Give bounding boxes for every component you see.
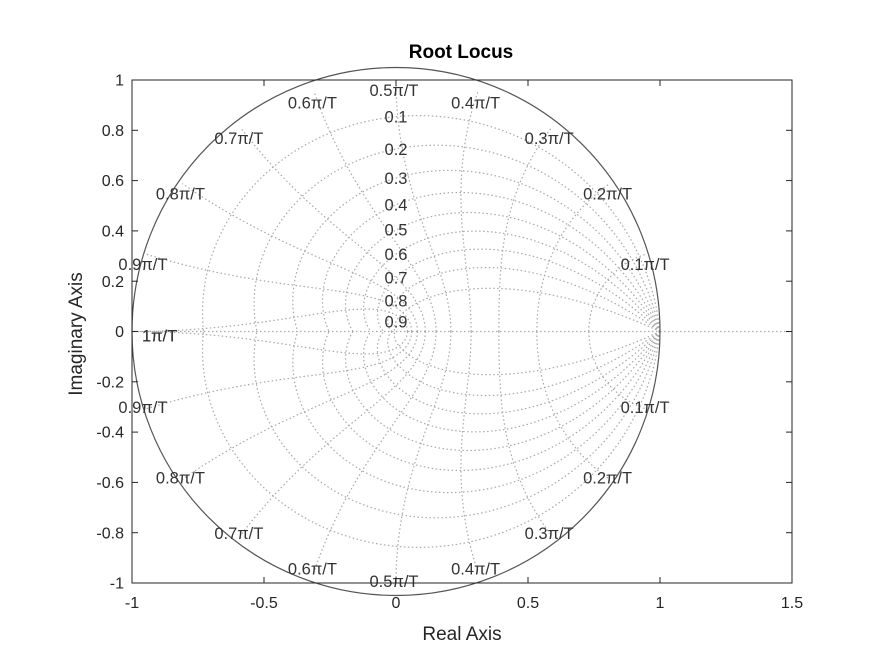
frequency-label: 0.8π/T xyxy=(156,186,205,204)
x-tick-label: -1 xyxy=(125,595,139,612)
frequency-label: 0.9π/T xyxy=(118,256,167,274)
frequency-label: 0.7π/T xyxy=(214,525,263,543)
chart-title: Root Locus xyxy=(409,42,514,63)
frequency-label: 0.3π/T xyxy=(525,130,574,148)
damping-label: 0.3 xyxy=(385,170,408,188)
frequency-label: 0.2π/T xyxy=(583,469,632,487)
damping-curve xyxy=(321,331,661,472)
damping-curve xyxy=(344,211,661,332)
damping-label: 0.2 xyxy=(385,141,408,159)
y-tick-label: -1 xyxy=(110,576,124,593)
frequency-curve xyxy=(240,331,426,536)
frequency-curve xyxy=(460,331,479,571)
damping-curve xyxy=(321,191,661,332)
frequency-label: 0.8π/T xyxy=(156,469,205,487)
x-axis-label: Real Axis xyxy=(422,624,501,645)
grid-labels: 0.1 0.2 0.3 0.4 0.5 0.6 0.7 0.8 0.9 0.1π/T 0.1π/T 0… xyxy=(118,82,669,591)
damping-curve xyxy=(292,169,661,332)
frequency-label: 0.6π/T xyxy=(288,561,337,579)
y-tick-label: 0.6 xyxy=(102,173,124,190)
frequency-curve xyxy=(498,331,552,536)
x-tick-label: -0.5 xyxy=(250,595,278,612)
frequency-curve xyxy=(498,127,552,332)
frequency-label: 0.1π/T xyxy=(621,399,670,417)
x-tick-label: 0 xyxy=(392,595,401,612)
frequency-curve xyxy=(131,330,409,355)
damping-curve xyxy=(253,144,661,332)
frequency-label: 0.5π/T xyxy=(370,573,419,591)
damping-curve xyxy=(376,331,661,415)
damping-curve xyxy=(376,248,661,332)
damping-curve xyxy=(387,331,661,397)
y-tick-label: 0.2 xyxy=(102,274,124,291)
y-tick-label: -0.4 xyxy=(96,425,124,442)
y-tick-label: 0 xyxy=(115,324,124,341)
damping-curve xyxy=(362,331,661,433)
damping-label: 0.6 xyxy=(385,246,408,264)
axis-ticks: -1 -0.5 0 0.5 1 1.5-1-0.8-0.6-0.4-0.200.20.40… xyxy=(96,73,803,612)
y-tick-label: -0.6 xyxy=(96,475,124,492)
frequency-label: 0.7π/T xyxy=(214,130,263,148)
damping-label: 0.1 xyxy=(385,109,408,127)
x-tick-label: 0.5 xyxy=(517,595,539,612)
y-axis-label: Imaginary Axis xyxy=(66,272,87,396)
damping-curve xyxy=(393,287,661,333)
frequency-label: 0.4π/T xyxy=(451,561,500,579)
damping-label: 0.8 xyxy=(385,292,408,310)
damping-curve xyxy=(201,331,661,548)
y-tick-label: 0.4 xyxy=(102,224,124,241)
damping-curve xyxy=(387,266,661,332)
damping-curve xyxy=(292,331,661,494)
damping-curve xyxy=(362,230,661,332)
frequency-curve xyxy=(240,127,426,332)
frequency-label: 0.2π/T xyxy=(583,186,632,204)
y-tick-label: 0.8 xyxy=(102,123,124,140)
damping-curve xyxy=(253,331,661,519)
y-tick-label: -0.8 xyxy=(96,525,124,542)
y-tick-label: 1 xyxy=(115,73,124,90)
frequency-curve xyxy=(395,331,452,584)
damping-curve xyxy=(393,330,661,376)
frequency-curve xyxy=(536,331,610,480)
frequency-curve xyxy=(460,92,479,332)
damping-curve xyxy=(201,115,661,332)
damping-label: 0.7 xyxy=(385,269,408,287)
frequency-label: 0.6π/T xyxy=(288,94,337,112)
damping-label: 0.5 xyxy=(385,222,408,240)
x-tick-label: 1.5 xyxy=(781,595,803,612)
frequency-label: 1π/T xyxy=(142,328,177,346)
frequency-label: 1π/T xyxy=(142,328,177,346)
damping-label: 0.9 xyxy=(385,313,408,331)
frequency-label: 0.5π/T xyxy=(370,82,419,100)
x-tick-label: 1 xyxy=(656,595,665,612)
y-tick-label: -0.2 xyxy=(96,374,124,391)
frequency-label: 0.4π/T xyxy=(451,94,500,112)
frequency-curve xyxy=(131,308,409,333)
damping-curve xyxy=(344,331,661,452)
frequency-label: 0.1π/T xyxy=(621,256,670,274)
damping-label: 0.4 xyxy=(385,197,408,215)
frequency-label: 0.9π/T xyxy=(118,399,167,417)
frequency-label: 0.3π/T xyxy=(525,525,574,543)
frequency-curve xyxy=(395,79,452,332)
frequency-curve xyxy=(536,183,610,332)
zgrid xyxy=(131,79,792,584)
